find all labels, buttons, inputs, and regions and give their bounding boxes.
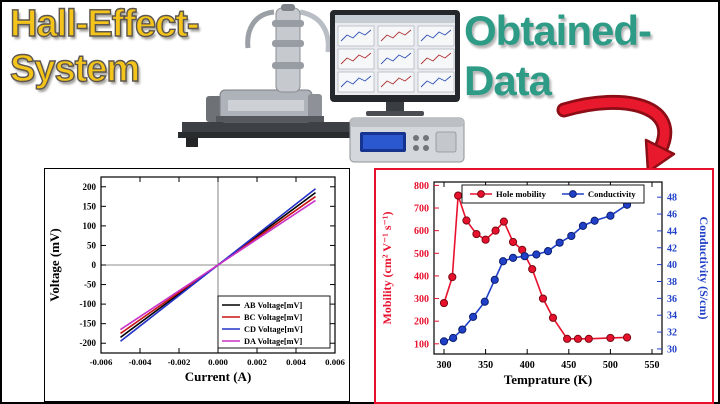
svg-text:Voltage (mV): Voltage (mV) bbox=[47, 228, 62, 302]
controller-icon bbox=[349, 117, 465, 163]
svg-text:-0.002: -0.002 bbox=[168, 357, 191, 367]
title-line: Data bbox=[464, 57, 552, 104]
svg-text:Conductivity: Conductivity bbox=[588, 189, 636, 199]
svg-text:500: 500 bbox=[603, 360, 618, 371]
title-line: Hall-Effect- bbox=[9, 2, 200, 45]
svg-text:AB Voltage[mV]: AB Voltage[mV] bbox=[244, 301, 303, 310]
svg-text:44: 44 bbox=[667, 226, 677, 237]
svg-text:150: 150 bbox=[83, 201, 97, 211]
svg-text:350: 350 bbox=[478, 360, 493, 371]
svg-text:DA Voltage[mV]: DA Voltage[mV] bbox=[244, 337, 303, 346]
svg-text:34: 34 bbox=[667, 311, 677, 322]
svg-text:32: 32 bbox=[667, 328, 677, 339]
svg-text:0.002: 0.002 bbox=[247, 357, 267, 367]
svg-text:200: 200 bbox=[83, 182, 97, 192]
svg-text:300: 300 bbox=[414, 294, 429, 305]
title-line: System bbox=[9, 47, 141, 90]
svg-text:800: 800 bbox=[414, 181, 429, 192]
svg-text:100: 100 bbox=[83, 221, 97, 231]
electromagnet-icon bbox=[206, 89, 324, 123]
monitor-icon bbox=[330, 10, 460, 116]
svg-text:40: 40 bbox=[667, 260, 677, 271]
svg-text:0: 0 bbox=[92, 260, 97, 270]
title-obtained-data: Obtained- Data bbox=[464, 6, 652, 106]
svg-text:48: 48 bbox=[667, 193, 677, 204]
svg-text:-150: -150 bbox=[80, 319, 97, 329]
svg-text:CD Voltage[mV]: CD Voltage[mV] bbox=[244, 325, 303, 334]
svg-text:30: 30 bbox=[667, 344, 677, 355]
svg-text:300: 300 bbox=[436, 360, 451, 371]
cryostat-column-icon bbox=[245, 4, 331, 93]
svg-text:-50: -50 bbox=[84, 280, 96, 290]
svg-text:550: 550 bbox=[645, 360, 660, 371]
svg-text:46: 46 bbox=[667, 210, 677, 221]
svg-text:0.006: 0.006 bbox=[325, 357, 345, 367]
svg-text:Mobility (cm² V⁻¹ s⁻¹): Mobility (cm² V⁻¹ s⁻¹) bbox=[380, 212, 394, 325]
mobility-conductivity-chart: 300 350 400 450 500 550 100 200 300 400 500 600 700 8… bbox=[374, 168, 714, 404]
svg-text:450: 450 bbox=[561, 360, 576, 371]
svg-text:100: 100 bbox=[414, 339, 429, 350]
svg-text:36: 36 bbox=[667, 294, 677, 305]
svg-text:0.004: 0.004 bbox=[286, 357, 306, 367]
svg-text:0.000: 0.000 bbox=[208, 357, 228, 367]
svg-text:600: 600 bbox=[414, 226, 429, 237]
iv-curves-chart: -0.006 -0.004 -0.002 0.000 0.002 0.004 0.006 -2… bbox=[44, 168, 350, 402]
svg-text:200: 200 bbox=[414, 317, 429, 328]
svg-text:-0.004: -0.004 bbox=[129, 357, 152, 367]
title-hall-effect-system: Hall-Effect- System bbox=[9, 2, 200, 92]
svg-text:400: 400 bbox=[414, 271, 429, 282]
svg-text:-200: -200 bbox=[80, 338, 97, 348]
red-curved-arrow-icon bbox=[556, 94, 676, 174]
svg-text:Temprature (K): Temprature (K) bbox=[504, 372, 592, 387]
svg-text:400: 400 bbox=[520, 360, 535, 371]
hall-system-illustration bbox=[170, 4, 470, 166]
svg-text:-0.006: -0.006 bbox=[90, 357, 113, 367]
svg-text:38: 38 bbox=[667, 277, 677, 288]
svg-text:-100: -100 bbox=[80, 299, 97, 309]
svg-text:50: 50 bbox=[87, 240, 97, 250]
svg-text:Current (A): Current (A) bbox=[185, 369, 252, 384]
svg-text:BC Voltage[mV]: BC Voltage[mV] bbox=[244, 313, 303, 322]
svg-text:500: 500 bbox=[414, 249, 429, 260]
svg-text:Hole mobility: Hole mobility bbox=[496, 189, 547, 199]
svg-text:700: 700 bbox=[414, 204, 429, 215]
svg-text:42: 42 bbox=[667, 243, 677, 254]
svg-text:Conductivity (S/cm): Conductivity (S/cm) bbox=[697, 217, 711, 320]
base-frame-icon bbox=[178, 122, 370, 147]
title-line: Obtained- bbox=[464, 7, 652, 54]
